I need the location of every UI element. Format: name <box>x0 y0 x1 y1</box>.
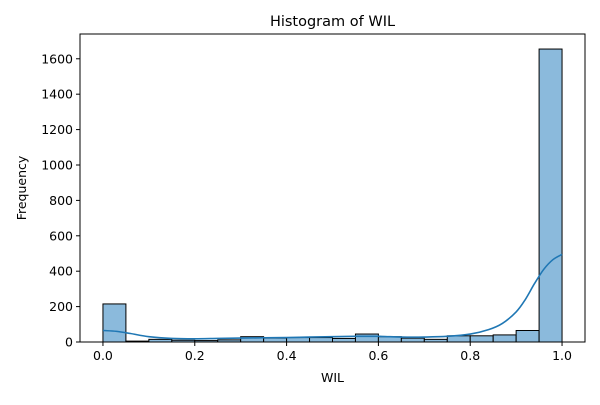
histogram-bar <box>354 333 379 343</box>
x-axis-label: WIL <box>321 370 344 385</box>
histogram-bar <box>332 337 356 343</box>
histogram-bar <box>102 303 127 343</box>
y-axis-ticks: 0 200 400 600 800 1000 1200 1400 1600 <box>41 51 80 350</box>
y-tick-label: 800 <box>49 193 73 208</box>
y-tick-label: 1000 <box>41 157 73 172</box>
x-tick-label: 0.8 <box>460 348 480 363</box>
x-tick-label: 1.0 <box>552 348 572 363</box>
plot-area-frame <box>79 33 586 343</box>
histogram-bar <box>263 337 288 343</box>
y-tick-label: 1600 <box>41 51 73 66</box>
histogram-bar <box>309 337 333 343</box>
histogram-bar <box>469 335 494 343</box>
y-tick-label: 1200 <box>41 122 73 137</box>
y-tick-label: 0 <box>65 335 73 350</box>
y-tick-label: 1400 <box>41 87 73 102</box>
chart-title: Histogram of WIL <box>270 14 395 30</box>
histogram-bar <box>400 337 425 343</box>
x-tick-label: 0.4 <box>277 348 297 363</box>
kde-curve <box>102 253 563 340</box>
histogram-bar <box>538 48 563 343</box>
kde-layer <box>102 253 563 340</box>
y-tick-label: 600 <box>49 228 73 243</box>
y-tick-label: 400 <box>49 264 73 279</box>
x-tick-label: 0.0 <box>93 348 113 363</box>
histogram-bar <box>492 334 517 343</box>
x-tick-label: 0.2 <box>185 348 205 363</box>
x-tick-label: 0.6 <box>368 348 388 363</box>
histogram-bar <box>515 329 540 343</box>
y-tick-label: 200 <box>49 299 73 314</box>
y-axis-label: Frequency <box>14 155 29 220</box>
x-axis-ticks: 0.0 0.2 0.4 0.6 0.8 1.0 <box>93 342 572 363</box>
